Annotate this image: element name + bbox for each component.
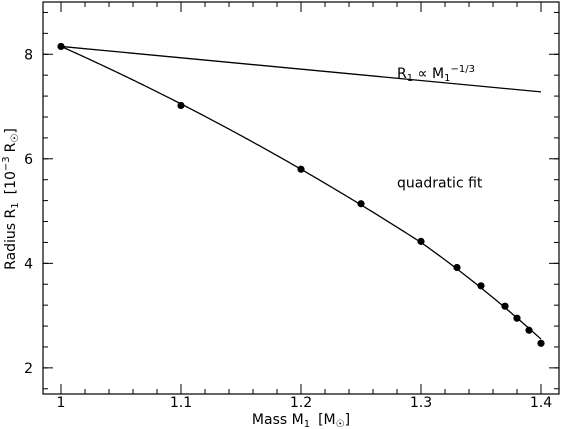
quadratic-fit-annotation: quadratic fit: [397, 176, 483, 192]
data-point: [297, 165, 305, 173]
data-point: [177, 101, 185, 110]
y-tick-labels: 2 4 6 8: [24, 47, 33, 377]
x-tick-label: 1: [57, 395, 66, 411]
y-tick-label: 2: [24, 361, 33, 377]
data-point: [501, 302, 509, 310]
series-lines: [60, 45, 542, 340]
y-axis-label: Radius R1[10−3R☉]: [1, 128, 21, 270]
data-point: [513, 314, 521, 322]
quadratic-fit-curve: [60, 45, 542, 340]
data-point: [357, 200, 365, 208]
x-tick-label: 1.2: [290, 395, 312, 411]
power-law-annotation: R1 ∝ M1−1/3: [397, 64, 475, 84]
data-point: [537, 339, 545, 347]
data-point: [453, 263, 461, 272]
data-point: [525, 326, 533, 334]
axis-ticks: [43, 2, 559, 394]
data-point: [477, 282, 485, 290]
x-tick-label: 1.3: [410, 395, 432, 411]
data-point: [57, 42, 65, 51]
y-tick-label: 6: [24, 152, 33, 168]
data-points: [57, 42, 545, 347]
x-axis-label: Mass M1 [M☉]: [252, 412, 350, 429]
y-tick-label: 8: [24, 47, 33, 63]
y-tick-label: 4: [24, 256, 33, 272]
solar-symbol-icon: ☉: [10, 134, 21, 143]
power-law-line: [60, 45, 542, 93]
x-tick-labels: 1 1.1 1.2 1.3 1.4: [57, 395, 553, 411]
data-point: [417, 237, 425, 245]
solar-symbol-icon: ☉: [336, 419, 345, 429]
plot-frame: [42, 1, 560, 395]
x-tick-label: 1.4: [530, 395, 552, 411]
x-tick-label: 1.1: [170, 395, 192, 411]
